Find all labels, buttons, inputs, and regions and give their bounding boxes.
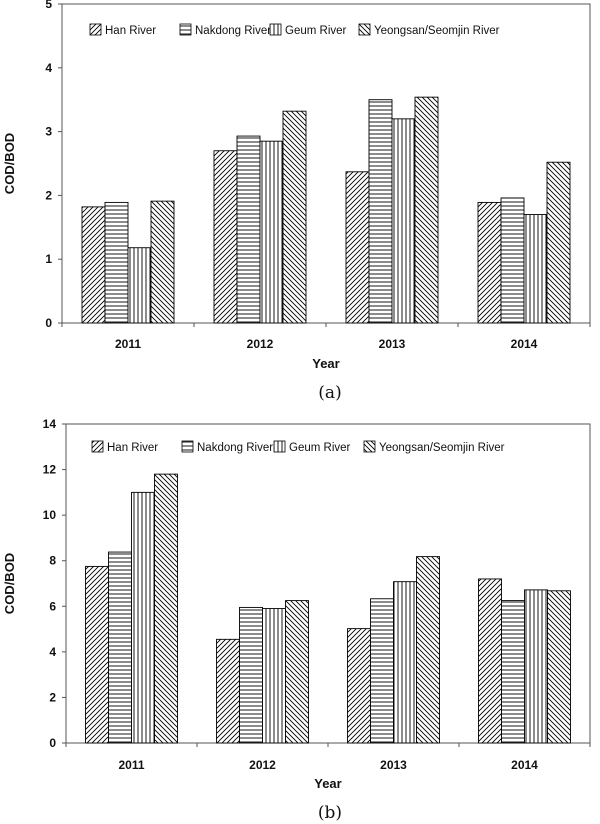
bar [262,608,286,744]
panel-label-b: (b) [318,803,342,823]
x-tick-label: 2012 [247,337,274,351]
y-tick-label: 5 [45,0,52,11]
legend-label: Geum River [289,442,351,454]
bar [524,589,548,744]
legend-swatch [181,440,194,453]
x-axis-title: Year [314,776,341,791]
x-tick-label: 2014 [511,337,538,351]
bar [546,161,571,324]
x-tick-label: 2011 [115,337,141,351]
x-tick-label: 2013 [380,758,407,772]
x-tick-label: 2012 [249,758,276,772]
bar [104,201,129,324]
bar [216,638,240,744]
legend-swatch [358,23,371,36]
legend-label: Yeongsan/Seomjin River [379,442,505,454]
legend-label: Nakdong River [197,442,273,454]
y-tick-label: 1 [45,252,52,266]
legend-label: Geum River [285,25,347,37]
y-tick-label: 8 [49,554,56,568]
bar [414,96,439,324]
y-axis-title: COD/BOD [2,133,17,194]
bar [236,135,261,324]
y-tick-label: 2 [45,188,52,202]
legend-label: Han River [107,442,158,454]
legend-label: Nakdong River [195,25,271,37]
bar [239,606,263,744]
y-tick-label: 10 [43,508,57,522]
y-tick-label: 12 [43,463,57,477]
bar [500,197,525,324]
legend-label: Han River [105,25,156,37]
legend-swatch [91,440,104,453]
bar [368,99,393,324]
bar [285,600,309,744]
legend-swatch [269,23,282,36]
bar [282,110,307,324]
bar [547,590,571,744]
bar [81,206,106,324]
bar [393,581,417,744]
x-tick-label: 2013 [379,337,406,351]
panel-label-a: (a) [318,383,341,403]
bar [477,201,502,324]
bar [85,565,109,744]
bar [370,598,394,744]
bar [345,171,370,324]
x-tick-label: 2011 [118,758,144,772]
bar [131,491,155,744]
x-axis-title: Year [312,356,339,371]
y-tick-label: 2 [49,690,56,704]
bar [213,150,238,324]
bar [150,200,175,324]
legend-swatch [363,440,376,453]
bar [523,214,548,324]
bar [127,247,152,324]
y-tick-label: 0 [45,316,52,330]
legend-label: Yeongsan/Seomjin River [374,25,500,37]
bar [391,118,416,324]
legend-swatch [89,23,102,36]
y-tick-label: 6 [49,599,56,613]
y-axis-title: COD/BOD [2,553,17,614]
bar [108,551,132,744]
bar [347,628,371,744]
y-tick-label: 0 [49,736,56,750]
bar [478,578,502,744]
y-tick-label: 14 [43,417,57,431]
chart-a: 0 1 2 3 4 5 2011 2012 2013 2014 Year COD/BOD Han Riv… [2,0,591,371]
y-tick-label: 4 [45,61,52,75]
chart-b: 0 2 4 6 8 10 12 14 2011 2012 2013 2014 Year COD/BOD Ha… [2,417,591,791]
legend-swatch [179,23,192,36]
legend-swatch [273,440,286,453]
bar [416,556,440,744]
bar [501,600,525,744]
bar [154,473,178,744]
y-tick-label: 4 [49,645,56,659]
bar [259,140,284,324]
x-tick-label: 2014 [511,758,538,772]
y-tick-label: 3 [45,125,52,139]
